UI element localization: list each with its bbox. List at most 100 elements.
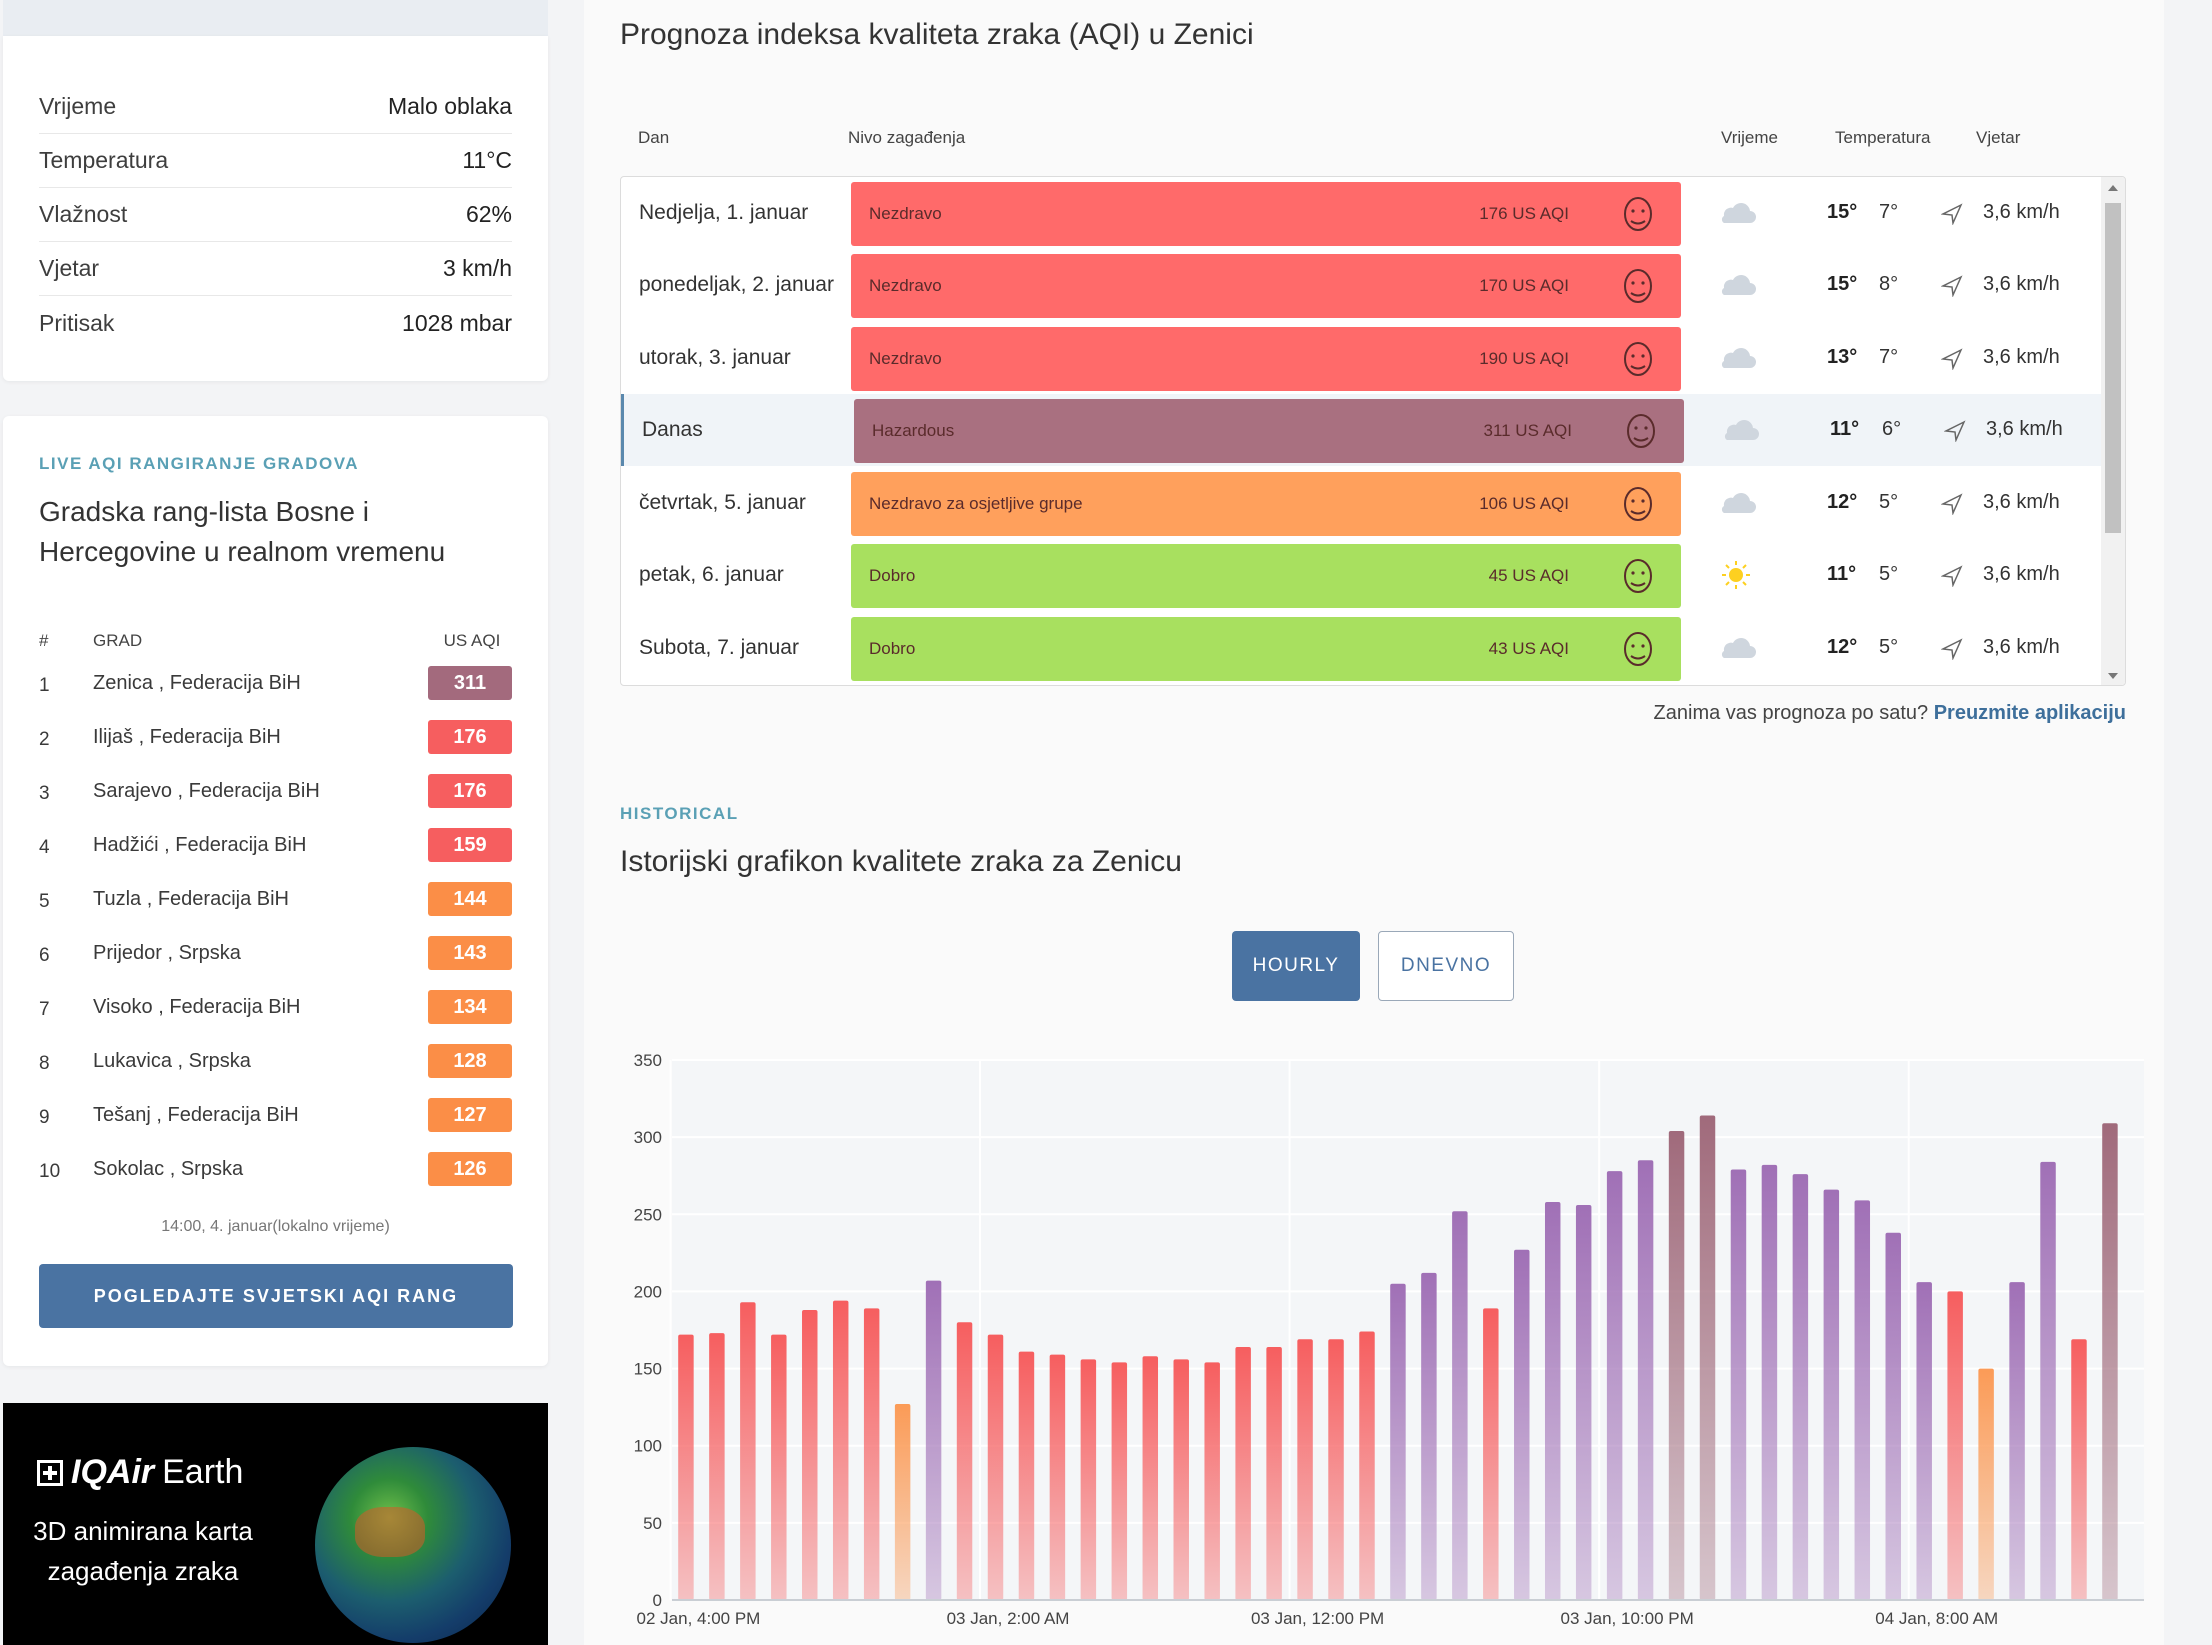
forecast-col-level: Nivo zagađenja — [848, 128, 966, 147]
aqi-bar[interactable] — [894, 1404, 911, 1600]
aqi-bar[interactable] — [1544, 1201, 1561, 1600]
aqi-bar[interactable] — [863, 1308, 880, 1600]
aqi-bar[interactable] — [1637, 1160, 1654, 1600]
aqi-bar[interactable] — [1111, 1362, 1128, 1600]
forecast-aqi: 43 US AQI — [1488, 638, 1569, 658]
aqi-bar[interactable] — [1823, 1189, 1840, 1600]
aqi-bar[interactable] — [1235, 1346, 1251, 1600]
ranking-row[interactable]: 6 Prijedor , Srpska 143 — [39, 926, 512, 980]
y-tick-label: 300 — [634, 1128, 662, 1147]
aqi-bar[interactable] — [1328, 1339, 1344, 1600]
ranking-row[interactable]: 7 Visoko , Federacija BiH 134 — [39, 980, 512, 1034]
iqair-earth-banner[interactable]: IQAir Earth 3D animirana karta zagađenja… — [3, 1403, 548, 1645]
ranking-row[interactable]: 2 Ilijaš , Federacija BiH 176 — [39, 710, 512, 764]
aqi-bar[interactable] — [1049, 1354, 1066, 1600]
aqi-bar[interactable] — [1359, 1331, 1375, 1600]
rank-aqi-badge: 134 — [428, 990, 512, 1024]
forecast-row: Danas Hazardous 311 US AQI 11° 6° 3,6 km/h — [621, 394, 2101, 467]
ranking-row[interactable]: 9 Tešanj , Federacija BiH 127 — [39, 1088, 512, 1142]
weather-label: Vrijeme — [39, 93, 117, 119]
aqi-bar[interactable] — [1173, 1359, 1189, 1600]
iqair-earth-logo: IQAir Earth — [37, 1453, 243, 1492]
scroll-up-icon[interactable] — [2108, 185, 2118, 191]
y-tick-label: 200 — [634, 1282, 662, 1301]
forecast-wind: 3,6 km/h — [1986, 418, 2063, 441]
aqi-bar[interactable] — [1452, 1211, 1468, 1600]
aqi-bar[interactable] — [1854, 1200, 1871, 1600]
ranking-row[interactable]: 5 Tuzla , Federacija BiH 144 — [39, 872, 512, 926]
aqi-bar[interactable] — [709, 1333, 725, 1600]
rank-city[interactable]: Sokolac , Srpska — [93, 1157, 244, 1180]
rank-city[interactable]: Visoko , Federacija BiH — [93, 995, 301, 1018]
aqi-bar[interactable] — [925, 1280, 942, 1600]
aqi-bar[interactable] — [1421, 1272, 1437, 1600]
rank-number: 5 — [39, 891, 50, 912]
aqi-bar[interactable] — [2040, 1161, 2056, 1600]
aqi-bar[interactable] — [1792, 1174, 1809, 1600]
ranking-row[interactable]: 3 Sarajevo , Federacija BiH 176 — [39, 764, 512, 818]
tab-hourly[interactable]: HOURLY — [1232, 931, 1360, 1001]
rank-city[interactable]: Tuzla , Federacija BiH — [93, 887, 289, 910]
aqi-bar[interactable] — [1947, 1291, 1963, 1600]
scroll-down-icon[interactable] — [2108, 673, 2118, 679]
aqi-bar[interactable] — [987, 1334, 1004, 1600]
historical-eyebrow: HISTORICAL — [620, 804, 739, 823]
tab-daily[interactable]: DNEVNO — [1378, 931, 1514, 1001]
globe-image — [315, 1447, 511, 1643]
forecast-scrollbar[interactable] — [2101, 177, 2125, 685]
aqi-bar[interactable] — [678, 1334, 694, 1600]
wind-direction-icon — [1940, 565, 1963, 588]
cloud-icon — [1716, 344, 1756, 372]
rank-aqi-badge: 143 — [428, 936, 512, 970]
world-ranking-button[interactable]: POGLEDAJTE SVJETSKI AQI RANG — [39, 1264, 513, 1328]
aqi-bar[interactable] — [1730, 1169, 1747, 1600]
rank-number: 6 — [39, 945, 50, 966]
aqi-bar[interactable] — [832, 1300, 849, 1600]
aqi-bar[interactable] — [1204, 1362, 1220, 1600]
aqi-bar[interactable] — [802, 1309, 818, 1600]
aqi-bar[interactable] — [1916, 1282, 1932, 1600]
wind-direction-icon — [1940, 493, 1963, 516]
ranking-row[interactable]: 1 Zenica , Federacija BiH 311 — [39, 656, 512, 710]
humidity-value: 62% — [465, 201, 512, 227]
aqi-bar[interactable] — [1575, 1205, 1592, 1600]
rank-city[interactable]: Sarajevo , Federacija BiH — [93, 779, 320, 802]
aqi-bar[interactable] — [1080, 1359, 1097, 1600]
aqi-bar[interactable] — [1514, 1249, 1530, 1600]
rank-city[interactable]: Lukavica , Srpska — [93, 1049, 251, 1072]
aqi-bar[interactable] — [1668, 1130, 1685, 1600]
aqi-bar[interactable] — [1018, 1351, 1035, 1600]
aqi-bar[interactable] — [2009, 1282, 2025, 1600]
rank-city[interactable]: Prijedor , Srpska — [93, 941, 241, 964]
rank-city[interactable]: Zenica , Federacija BiH — [93, 671, 301, 694]
rank-city[interactable]: Ilijaš , Federacija BiH — [93, 725, 281, 748]
rank-city[interactable]: Tešanj , Federacija BiH — [93, 1103, 299, 1126]
aqi-bar[interactable] — [771, 1334, 787, 1600]
download-app-link[interactable]: Preuzmite aplikaciju — [1933, 702, 2126, 724]
aqi-bar[interactable] — [1142, 1356, 1159, 1600]
aqi-bar[interactable] — [1297, 1339, 1313, 1600]
rank-col-aqi: US AQI — [443, 631, 501, 650]
ranking-row[interactable]: 10 Sokolac , Srpska 126 — [39, 1142, 512, 1196]
aqi-bar[interactable] — [1390, 1283, 1406, 1600]
ranking-row[interactable]: 8 Lukavica , Srpska 128 — [39, 1034, 512, 1088]
rank-number: 8 — [39, 1053, 50, 1074]
aqi-bar[interactable] — [1978, 1368, 1994, 1600]
aqi-bar[interactable] — [1699, 1115, 1716, 1600]
aqi-bar[interactable] — [740, 1302, 756, 1600]
rank-city[interactable]: Hadžići , Federacija BiH — [93, 833, 307, 856]
forecast-level: Nezdravo — [869, 204, 942, 223]
aqi-bar[interactable] — [2071, 1339, 2087, 1600]
aqi-bar[interactable] — [956, 1322, 973, 1600]
forecast-temp-max: 11° — [1830, 418, 1860, 441]
scroll-thumb[interactable] — [2105, 203, 2121, 533]
aqi-bar[interactable] — [2102, 1123, 2118, 1600]
aqi-bar[interactable] — [1483, 1308, 1499, 1600]
aqi-bar[interactable] — [1606, 1171, 1623, 1600]
aqi-bar[interactable] — [1885, 1232, 1901, 1600]
rank-aqi-badge: 127 — [428, 1098, 512, 1132]
ranking-row[interactable]: 4 Hadžići , Federacija BiH 159 — [39, 818, 512, 872]
cloud-icon — [1719, 416, 1759, 444]
aqi-bar[interactable] — [1266, 1346, 1282, 1600]
aqi-bar[interactable] — [1761, 1164, 1778, 1600]
